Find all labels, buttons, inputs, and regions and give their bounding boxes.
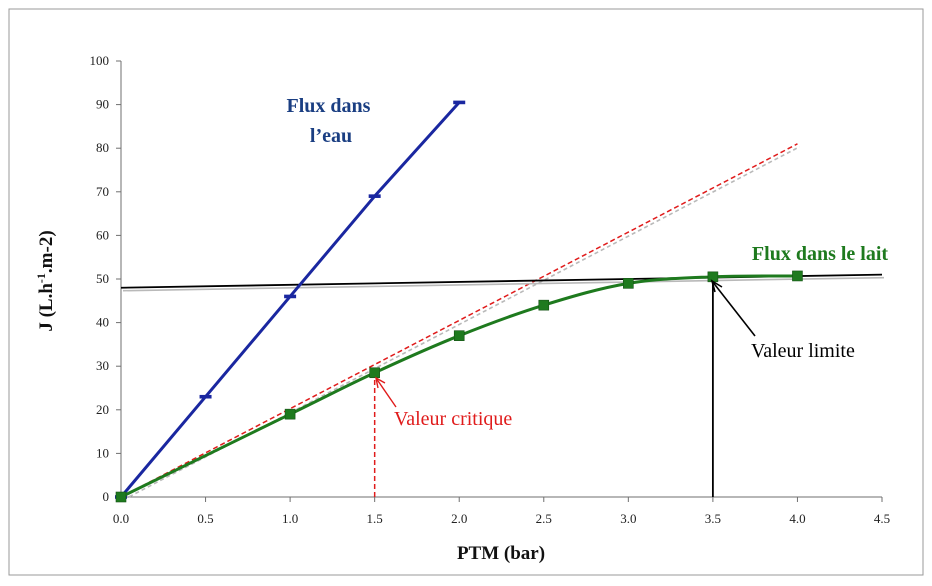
water-series-label: Flux dans l’eau (287, 95, 376, 147)
limit-arrow (710, 279, 756, 337)
data-point-milk (115, 491, 127, 503)
data-point-milk (453, 330, 465, 341)
axes: 0 10 20 30 40 50 60 70 80 90 100 0.0 0.5 1.0 1.5 2.0 2.5… (90, 53, 891, 526)
x-tick-label: 0.0 (113, 511, 129, 526)
y-tick-label: 20 (96, 402, 109, 417)
milk-series-label: Flux dans le lait (752, 243, 888, 265)
limit-value-label: Valeur limite (751, 340, 855, 362)
x-tick-label: 1.0 (282, 511, 298, 526)
chart-border (8, 8, 924, 576)
x-axis-title: PTM (bar) (457, 543, 545, 564)
x-tick-label: 0.5 (197, 511, 213, 526)
data-point-water (284, 294, 297, 299)
y-axis-title-sup: -1 (34, 273, 48, 283)
y-tick-label: 90 (96, 97, 109, 112)
x-tick-label: 2.0 (451, 511, 467, 526)
x-tick-label: 3.5 (705, 511, 721, 526)
y-axis-title-rest: .m-2) (36, 230, 57, 273)
data-point-milk (623, 278, 634, 289)
data-point-milk (792, 270, 803, 282)
y-tick-label: 80 (96, 140, 109, 155)
critical-arrow (375, 376, 397, 408)
x-tick-label: 3.0 (620, 511, 636, 526)
y-axis-title-base: J (L.h (36, 283, 57, 332)
guide-shadow-limit-plateau (122, 276, 885, 292)
y-tick-label: 0 (103, 489, 110, 504)
y-tick-label: 100 (90, 53, 110, 68)
data-point-milk (538, 299, 550, 311)
y-axis-title: J (L.h-1.m-2) (34, 230, 57, 331)
y-tick-label: 40 (96, 315, 109, 330)
y-tick-label: 50 (96, 271, 109, 286)
x-tick-label: 2.5 (536, 511, 552, 526)
water-series-label-line2: l’eau (310, 125, 352, 147)
y-tick-label: 70 (96, 184, 109, 199)
series (115, 100, 803, 503)
water-series-label-line1: Flux dans (287, 95, 371, 117)
data-point-milk (369, 367, 380, 379)
guide-critical-slope (120, 143, 798, 498)
data-point-water (453, 100, 466, 105)
x-tick-label: 4.5 (874, 511, 890, 526)
y-tick-label: 10 (96, 445, 109, 460)
data-point-milk (284, 408, 296, 420)
data-point-water (199, 394, 212, 399)
y-tick-label: 30 (96, 358, 109, 373)
x-tick-label: 1.5 (367, 511, 383, 526)
critical-value-label: Valeur critique (394, 408, 512, 430)
data-point-water (368, 194, 381, 198)
data-point-milk (707, 271, 719, 283)
y-tick-label: 60 (96, 227, 109, 242)
labels: PTM (bar) J (L.h-1.m-2) Flux dans l’eau … (34, 95, 888, 564)
x-tick-label: 4.0 (789, 511, 805, 526)
